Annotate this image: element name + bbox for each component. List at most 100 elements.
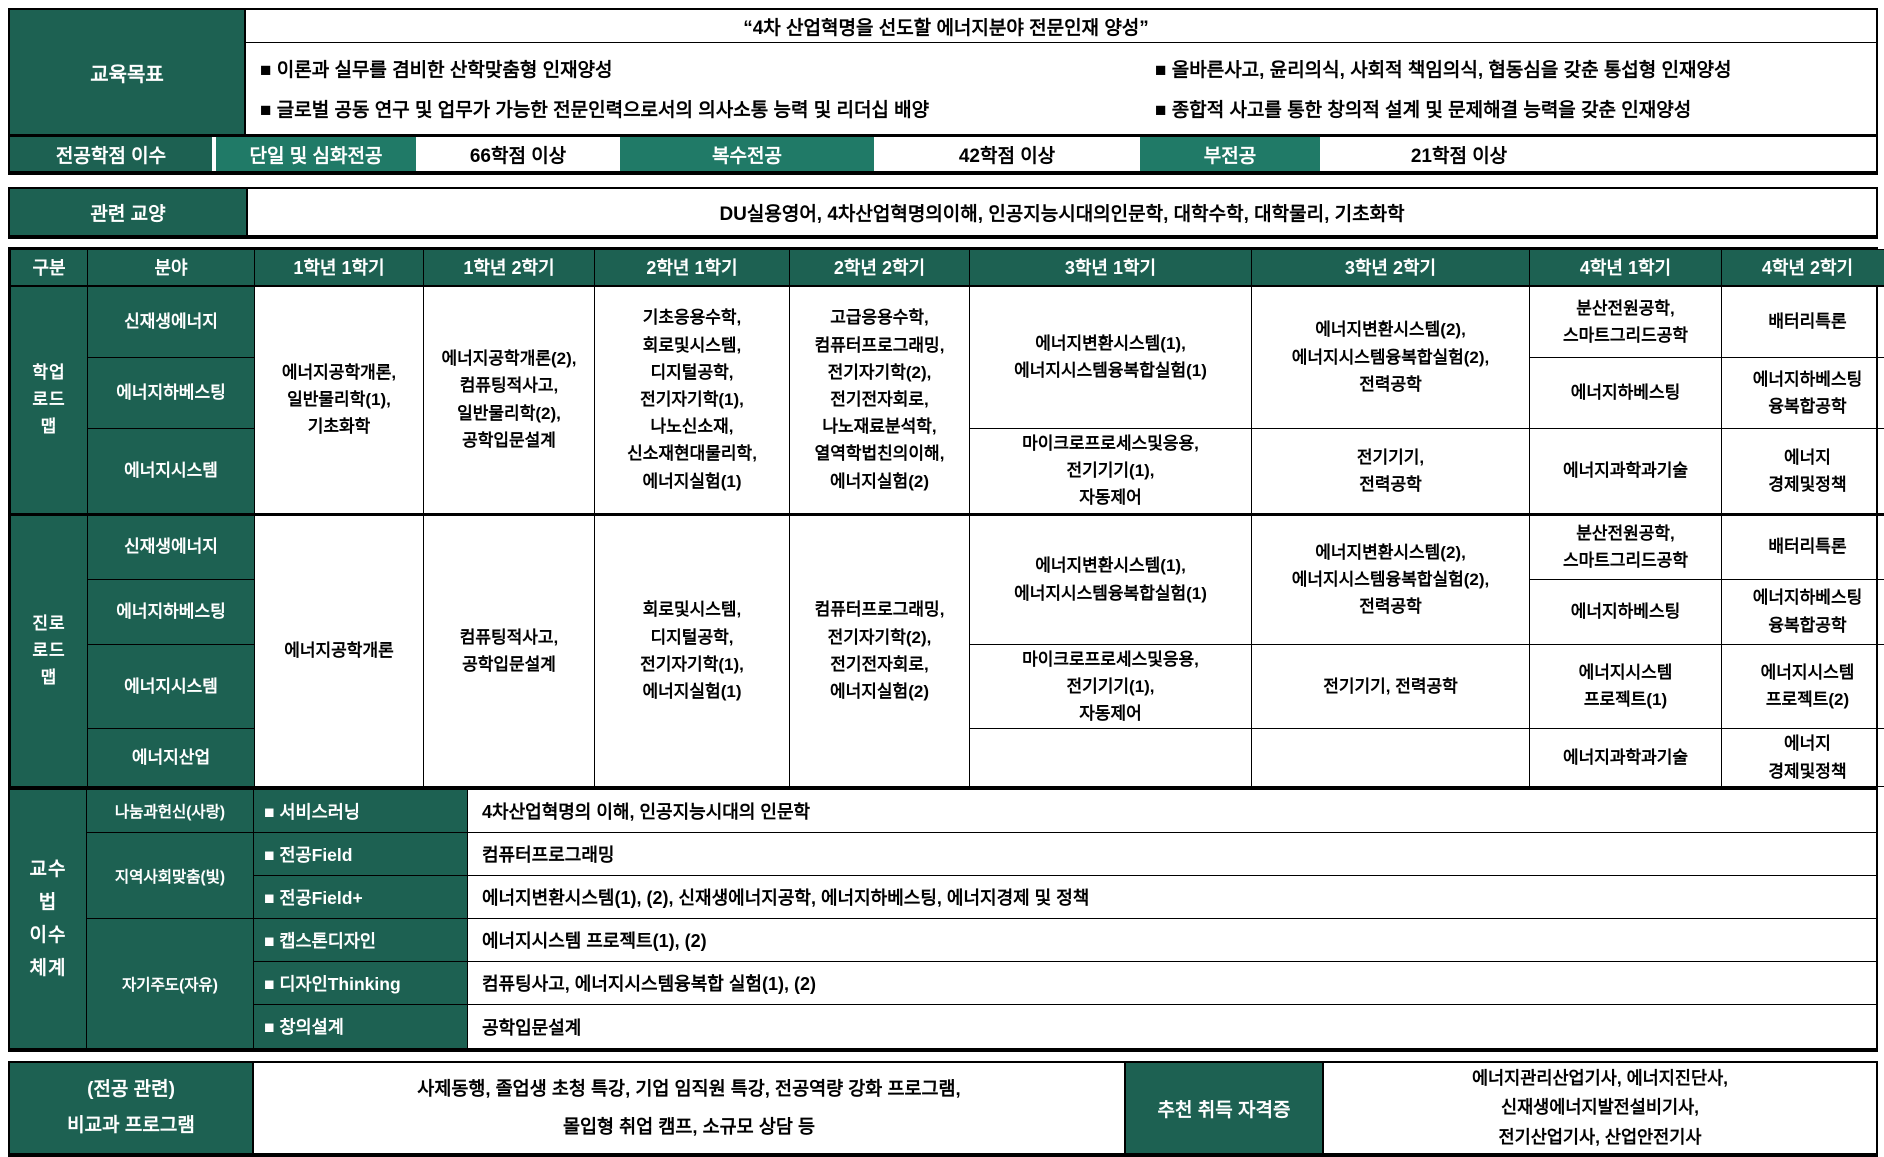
course-cell: 고급응용수학, 컴퓨터프로그래밍, 전기자기학(2), 전기전자회로, 나노재료… — [790, 286, 970, 515]
column-header: 구분 — [11, 250, 88, 286]
course-cell: 마이크로프로세스및응용, 전기기기(1), 자동제어 — [970, 429, 1252, 515]
teaching-method-group-label: 교수 법 이수 체계 — [10, 790, 87, 1048]
empty-cell — [1252, 729, 1530, 787]
course-cell: 에너지 경제및정책 — [1722, 729, 1884, 787]
teaching-method-label: ■ 전공Field — [254, 833, 468, 876]
course-cell: 컴퓨터프로그래밍, 전기자기학(2), 전기전자회로, 에너지실험(2) — [790, 514, 970, 787]
course-cell: 회로및시스템, 디지털공학, 전기자기학(1), 에너지실험(1) — [595, 514, 790, 787]
course-cell: 에너지변환시스템(2), 에너지시스템융복합실험(2), 전력공학 — [1252, 514, 1530, 644]
course-cell: 기초응용수학, 회로및시스템, 디지털공학, 전기자기학(1), 나노신소재, … — [595, 286, 790, 515]
course-cell: 에너지변환시스템(1), 에너지시스템융복합실험(1) — [970, 514, 1252, 644]
column-header: 3학년 2학기 — [1252, 250, 1530, 286]
teaching-method-courses: 공학입문설계 — [468, 1005, 1876, 1048]
liberal-arts-label: 관련 교양 — [10, 189, 248, 235]
liberal-arts-courses: DU실용영어, 4차산업혁명의이해, 인공지능시대의인문학, 대학수학, 대학물… — [248, 189, 1876, 235]
education-goal-bullets: ■ 이론과 실무를 겸비한 산학맞춤형 인재양성 ■ 글로벌 공동 연구 및 업… — [246, 43, 1876, 134]
major-credits-label: 전공학점 이수 — [10, 137, 212, 171]
goal-bullet: ■ 올바른사고, 윤리의식, 사회적 책임의식, 협동심을 갖춘 통섭형 인재양… — [1155, 55, 1876, 82]
extracurricular-section: (전공 관련) 비교과 프로그램 사제동행, 졸업생 초청 특강, 기업 임직원… — [8, 1061, 1878, 1157]
teaching-method-label: ■ 전공Field+ — [254, 876, 468, 919]
course-cell: 마이크로프로세스및응용, 전기기기(1), 자동제어 — [970, 644, 1252, 729]
course-cell: 분산전원공학, 스마트그리드공학 — [1530, 286, 1722, 358]
column-header: 3학년 1학기 — [970, 250, 1252, 286]
column-header: 2학년 1학기 — [595, 250, 790, 286]
course-cell: 전기기기, 전력공학 — [1252, 644, 1530, 729]
teaching-method-label: ■ 캡스톤디자인 — [254, 919, 468, 962]
track-label: 에너지시스템 — [88, 644, 255, 729]
curriculum-section: 구분 분야 1학년 1학기 1학년 2학기 2학년 1학기 2학년 2학기 3학… — [8, 247, 1878, 1052]
course-cell: 에너지시스템 프로젝트(2) — [1722, 644, 1884, 729]
course-cell: 에너지하베스팅 융복합공학 — [1722, 579, 1884, 644]
course-cell: 에너지공학개론, 일반물리학(1), 기초화학 — [255, 286, 424, 515]
course-cell: 에너지과학과기술 — [1530, 429, 1722, 515]
column-header: 4학년 2학기 — [1722, 250, 1884, 286]
teaching-category: 지역사회맞춤(빛) — [87, 833, 254, 919]
course-cell: 에너지하베스팅 융복합공학 — [1722, 358, 1884, 429]
course-cell: 에너지공학개론 — [255, 514, 424, 787]
education-goal-quote: “4차 산업혁명을 선도할 에너지분야 전문인재 양성” — [246, 10, 1876, 43]
certificates-list: 에너지관리산업기사, 에너지진단사, 신재생에너지발전설비기사, 전기산업기사,… — [1324, 1063, 1876, 1153]
track-label: 에너지산업 — [88, 729, 255, 787]
curriculum-header-row: 구분 분야 1학년 1학기 1학년 2학기 2학년 1학기 2학년 2학기 3학… — [11, 250, 1884, 286]
track-label: 에너지하베스팅 — [88, 579, 255, 644]
course-cell: 컴퓨팅적사고, 공학입문설계 — [424, 514, 595, 787]
goal-bullets-left: ■ 이론과 실무를 겸비한 산학맞춤형 인재양성 ■ 글로벌 공동 연구 및 업… — [246, 43, 1151, 134]
teaching-method-courses: 에너지변환시스템(1), (2), 신재생에너지공학, 에너지하베스팅, 에너지… — [468, 876, 1876, 919]
teaching-category: 나눔과헌신(사랑) — [87, 790, 254, 833]
goal-bullets-right: ■ 올바른사고, 윤리의식, 사회적 책임의식, 협동심을 갖춘 통섭형 인재양… — [1151, 43, 1876, 134]
course-cell: 에너지변환시스템(1), 에너지시스템융복합실험(1) — [970, 286, 1252, 429]
track-label: 에너지하베스팅 — [88, 358, 255, 429]
education-goal-body: “4차 산업혁명을 선도할 에너지분야 전문인재 양성” ■ 이론과 실무를 겸… — [246, 10, 1876, 134]
column-header: 2학년 2학기 — [790, 250, 970, 286]
track-label: 에너지시스템 — [88, 429, 255, 515]
column-header: 4학년 1학기 — [1530, 250, 1722, 286]
course-cell: 에너지시스템 프로젝트(1) — [1530, 644, 1722, 729]
credits-filler — [1594, 137, 1876, 171]
teaching-method-courses: 컴퓨팅사고, 에너지시스템융복합 실험(1), (2) — [468, 962, 1876, 1005]
column-header: 분야 — [88, 250, 255, 286]
career-roadmap-group-label: 진로 로드 맵 — [11, 514, 88, 787]
course-cell: 에너지과학과기술 — [1530, 729, 1722, 787]
teaching-method-courses: 컴퓨터프로그래밍 — [468, 833, 1876, 876]
academic-roadmap-group-label: 학업 로드 맵 — [11, 286, 88, 515]
double-major-chip: 복수전공 — [620, 137, 874, 171]
teaching-method-label: ■ 디자인Thinking — [254, 962, 468, 1005]
course-cell: 에너지하베스팅 — [1530, 358, 1722, 429]
education-goal-row: 교육목표 “4차 산업혁명을 선도할 에너지분야 전문인재 양성” ■ 이론과 … — [10, 10, 1876, 134]
goal-bullet: ■ 글로벌 공동 연구 및 업무가 가능한 전문인력으로서의 의사소통 능력 및… — [260, 95, 1151, 122]
teaching-method-section: 교수 법 이수 체계 나눔과헌신(사랑) 지역사회맞춤(빛) 자기주도(자유) … — [10, 787, 1876, 1048]
extracurricular-label: (전공 관련) 비교과 프로그램 — [10, 1063, 254, 1153]
course-cell: 배터리특론 — [1722, 286, 1884, 358]
course-cell: 에너지공학개론(2), 컴퓨팅적사고, 일반물리학(2), 공학입문설계 — [424, 286, 595, 515]
academic-row-1: 학업 로드 맵 신재생에너지 에너지공학개론, 일반물리학(1), 기초화학 에… — [11, 286, 1884, 358]
goal-bullet: ■ 이론과 실무를 겸비한 산학맞춤형 인재양성 — [260, 55, 1151, 82]
course-cell: 분산전원공학, 스마트그리드공학 — [1530, 514, 1722, 579]
minor-chip: 부전공 — [1140, 137, 1320, 171]
track-label: 신재생에너지 — [88, 514, 255, 579]
single-major-chip: 단일 및 심화전공 — [216, 137, 416, 171]
liberal-arts-section: 관련 교양 DU실용영어, 4차산업혁명의이해, 인공지능시대의인문학, 대학수… — [8, 187, 1878, 239]
teaching-method-label: ■ 창의설계 — [254, 1005, 468, 1048]
teaching-category: 자기주도(자유) — [87, 919, 254, 1048]
certificates-label: 추천 취득 자격증 — [1124, 1063, 1324, 1153]
course-cell: 전기기기, 전력공학 — [1252, 429, 1530, 515]
course-cell: 에너지 경제및정책 — [1722, 429, 1884, 515]
course-cell: 배터리특론 — [1722, 514, 1884, 579]
column-header: 1학년 1학기 — [255, 250, 424, 286]
course-cell: 에너지하베스팅 — [1530, 579, 1722, 644]
education-goal-label: 교육목표 — [10, 10, 246, 134]
extracurricular-programs: 사제동행, 졸업생 초청 특강, 기업 임직원 특강, 전공역량 강화 프로그램… — [254, 1063, 1124, 1153]
education-goal-section: 교육목표 “4차 산업혁명을 선도할 에너지분야 전문인재 양성” ■ 이론과 … — [8, 8, 1878, 175]
minor-credit: 21학점 이상 — [1324, 137, 1594, 171]
single-major-credit: 66학점 이상 — [420, 137, 616, 171]
course-cell: 에너지변환시스템(2), 에너지시스템융복합실험(2), 전력공학 — [1252, 286, 1530, 429]
empty-cell — [970, 729, 1252, 787]
teaching-method-courses: 에너지시스템 프로젝트(1), (2) — [468, 919, 1876, 962]
curriculum-table: 구분 분야 1학년 1학기 1학년 2학기 2학년 1학기 2학년 2학기 3학… — [10, 249, 1884, 787]
goal-bullet: ■ 종합적 사고를 통한 창의적 설계 및 문제해결 능력을 갖춘 인재양성 — [1155, 95, 1876, 122]
career-row-1: 진로 로드 맵 신재생에너지 에너지공학개론 컴퓨팅적사고, 공학입문설계 회로… — [11, 514, 1884, 579]
column-header: 1학년 2학기 — [424, 250, 595, 286]
teaching-method-label: ■ 서비스러닝 — [254, 790, 468, 833]
teaching-method-courses: 4차산업혁명의 이해, 인공지능시대의 인문학 — [468, 790, 1876, 833]
